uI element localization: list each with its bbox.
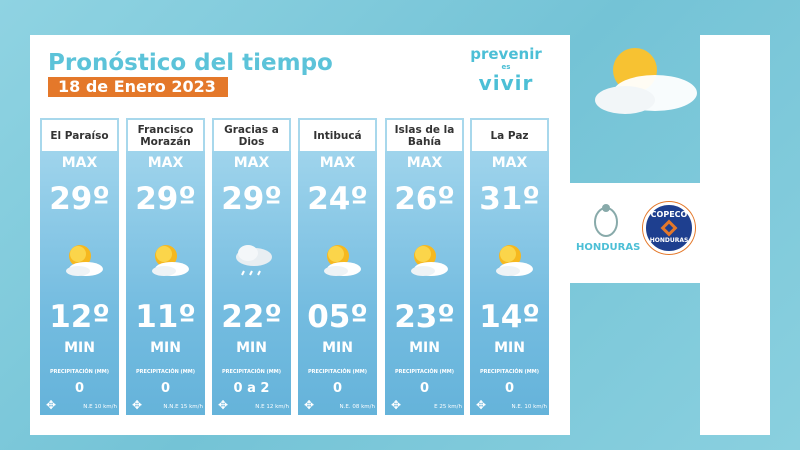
precip-label: PRECIPITACIÓN (MM) [49,369,110,375]
sun-cloud-icon [66,245,103,276]
precip-value: 0 [160,381,171,396]
city-name: Francisco Morazán [126,118,205,151]
min-temp: 12º [49,299,110,335]
forecast-card: El Paraíso MAX 29º 12º MIN PRECIPITACIÓN… [40,118,119,415]
forecast-card: Intibucá MAX 24º 05º MIN PRECIPITACIÓN (… [298,118,377,415]
wind-value: N.E 10 km/h [83,404,117,410]
date-badge: 18 de Enero 2023 [48,77,228,97]
brand-line1: prevenir [470,45,542,63]
sun-cloud-icon [411,245,448,276]
max-label: MAX [147,155,184,171]
max-temp: 31º [479,181,540,217]
min-temp: 23º [394,299,455,335]
honduras-logo-text: HONDURAS [576,242,641,253]
max-label: MAX [233,155,270,171]
city-name: Islas de la Bahía [385,118,464,151]
precip-value: 0 a 2 [233,381,270,396]
coat-of-arms-icon [594,204,618,237]
min-temp: 22º [221,299,282,335]
brand-line3: vivir [478,71,534,95]
h-right-bar [700,35,770,435]
min-label: MIN [64,340,95,356]
max-label: MAX [319,155,356,171]
min-label: MIN [236,340,267,356]
min-temp: 05º [307,299,368,335]
precip-label: PRECIPITACIÓN (MM) [479,369,540,375]
max-label: MAX [491,155,528,171]
wind-value: N.E. 08 km/h [339,404,375,410]
pinwheel-icon: ✥ [475,398,487,412]
forecast-card: La Paz MAX 31º 14º MIN PRECIPITACIÓN (MM… [470,118,549,415]
card-body: MAX 24º 05º MIN PRECIPITACIÓN (MM) 0 ✥ N… [298,151,377,415]
sun-cloud-icon [324,245,361,276]
copeco-logo: COPECO HONDURAS [643,202,695,254]
card-body: MAX 31º 14º MIN PRECIPITACIÓN (MM) 0 ✥ N… [470,151,549,415]
pinwheel-icon: ✥ [217,398,229,412]
city-name: El Paraíso [40,118,119,151]
precip-value: 0 [74,381,85,396]
max-temp: 24º [307,181,368,217]
copeco-diamond-icon [660,219,678,237]
copeco-subtext: HONDURAS [649,237,689,244]
precip-value: 0 [504,381,515,396]
card-body: MAX 29º 12º MIN PRECIPITACIÓN (MM) 0 ✥ N… [40,151,119,415]
precip-value: 0 [419,381,430,396]
forecast-card: Gracias a Dios MAX 29º 22º MIN PRECIPITA… [212,118,291,415]
min-temp: 14º [479,299,540,335]
pinwheel-icon: ✥ [303,398,315,412]
pinwheel-icon: ✥ [131,398,143,412]
wind-value: N.E. 10 km/h [511,404,547,410]
max-temp: 29º [135,181,196,217]
max-label: MAX [61,155,98,171]
max-temp: 29º [221,181,282,217]
card-body: MAX 29º 22º MIN PRECIPITACIÓN (MM) 0 a 2… [212,151,291,415]
forecast-card: Islas de la Bahía MAX 26º 23º MIN PRECIP… [385,118,464,415]
city-name: Intibucá [298,118,377,151]
precip-label: PRECIPITACIÓN (MM) [394,369,455,375]
max-temp: 26º [394,181,455,217]
page-title: Pronóstico del tiempo [48,50,333,76]
brand-line2: es [501,63,511,71]
wind-value: N.N.E 15 km/h [163,404,203,410]
card-body: MAX 29º 11º MIN PRECIPITACIÓN (MM) 0 ✥ N… [126,151,205,415]
min-label: MIN [409,340,440,356]
precip-label: PRECIPITACIÓN (MM) [307,369,368,375]
precip-value: 0 [332,381,343,396]
forecast-card: Francisco Morazán MAX 29º 11º MIN PRECIP… [126,118,205,415]
sun-cloud-decoration-icon [595,48,697,114]
precip-label: PRECIPITACIÓN (MM) [135,369,196,375]
honduras-logo: HONDURAS [576,200,641,254]
copeco-text: COPECO [650,210,688,219]
wind-value: E 25 km/h [434,404,462,410]
min-label: MIN [150,340,181,356]
max-temp: 29º [49,181,110,217]
wind-value: N.E 12 km/h [255,404,289,410]
sun-cloud-icon [152,245,189,276]
min-label: MIN [494,340,525,356]
city-name: Gracias a Dios [212,118,291,151]
min-label: MIN [322,340,353,356]
pinwheel-icon: ✥ [45,398,57,412]
card-body: MAX 26º 23º MIN PRECIPITACIÓN (MM) 0 ✥ E… [385,151,464,415]
city-name: La Paz [470,118,549,151]
max-label: MAX [406,155,443,171]
pinwheel-icon: ✥ [390,398,402,412]
min-temp: 11º [135,299,196,335]
precip-label: PRECIPITACIÓN (MM) [221,369,282,375]
sun-cloud-icon [496,245,533,276]
rain-cloud-icon [236,245,272,276]
prevenir-es-vivir-logo: prevenir es vivir [466,46,546,95]
